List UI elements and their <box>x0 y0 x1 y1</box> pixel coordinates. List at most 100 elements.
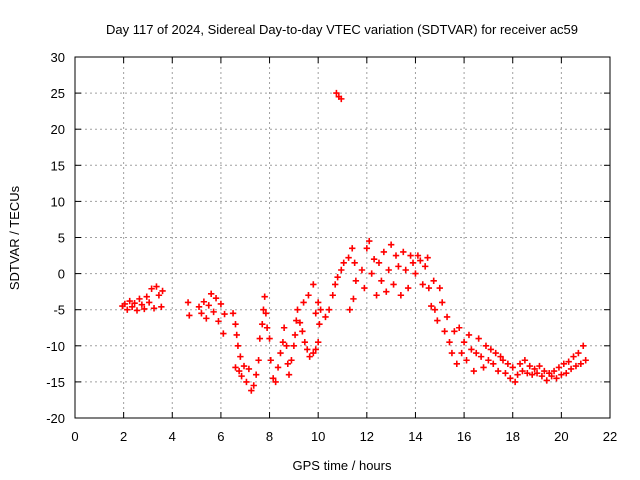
data-point <box>397 292 405 299</box>
y-tick-label: -15 <box>46 375 65 390</box>
data-point <box>310 349 317 357</box>
data-point <box>414 252 422 259</box>
data-point <box>350 295 357 303</box>
data-point <box>431 306 439 313</box>
data-point <box>133 307 141 314</box>
data-point <box>346 306 353 313</box>
data-point <box>153 283 160 290</box>
data-point <box>567 365 575 373</box>
data-point <box>316 320 323 328</box>
data-point <box>217 300 225 308</box>
data-point <box>558 371 565 378</box>
data-point <box>475 335 482 342</box>
data-point <box>304 346 311 353</box>
y-tick-label: -5 <box>53 303 65 318</box>
data-point <box>477 353 485 360</box>
data-point <box>543 377 550 384</box>
x-tick-label: 12 <box>360 429 374 444</box>
data-point <box>333 89 340 97</box>
data-series <box>119 89 589 394</box>
data-point <box>448 349 456 357</box>
data-point <box>305 292 312 299</box>
data-point <box>514 371 521 378</box>
data-point <box>158 303 165 311</box>
data-point <box>507 375 514 382</box>
data-point <box>509 364 516 371</box>
data-point <box>516 360 524 368</box>
data-point <box>402 266 409 274</box>
data-point <box>497 353 504 360</box>
y-tick-label: 0 <box>58 267 65 282</box>
data-point <box>266 335 273 342</box>
data-point <box>290 342 298 349</box>
data-point <box>269 375 277 382</box>
grid <box>75 57 610 418</box>
data-point <box>421 263 429 270</box>
data-point <box>283 342 290 349</box>
data-point <box>124 306 131 313</box>
data-point <box>528 371 536 378</box>
data-point <box>338 266 345 274</box>
data-point <box>511 378 519 386</box>
x-tick-label: 6 <box>217 429 224 444</box>
data-point <box>294 306 301 313</box>
x-axis-label: GPS time / hours <box>293 458 392 473</box>
x-tick-label: 16 <box>457 429 471 444</box>
data-point <box>293 317 300 324</box>
data-point <box>473 349 480 357</box>
data-point <box>409 259 417 266</box>
data-point <box>203 315 210 322</box>
x-tick-label: 10 <box>311 429 325 444</box>
data-point <box>487 346 495 353</box>
data-point <box>519 367 526 375</box>
data-point <box>575 349 582 357</box>
data-point <box>485 357 492 364</box>
data-point <box>260 306 267 313</box>
data-point <box>338 95 345 103</box>
data-point <box>570 353 577 360</box>
data-point <box>456 324 463 331</box>
data-point <box>325 306 333 313</box>
data-point <box>141 305 148 313</box>
data-point <box>256 335 264 342</box>
data-point <box>274 364 282 371</box>
data-point <box>563 370 570 377</box>
data-point <box>385 266 392 274</box>
data-point <box>207 290 215 298</box>
data-point <box>430 277 437 285</box>
data-point <box>366 237 373 245</box>
data-point <box>490 360 497 368</box>
data-point <box>279 338 287 346</box>
y-tick-label: 15 <box>51 158 65 173</box>
data-point <box>417 257 424 264</box>
data-point <box>232 364 239 371</box>
data-point <box>395 263 402 270</box>
data-point <box>370 255 378 263</box>
data-point <box>453 360 460 368</box>
data-point <box>536 362 543 370</box>
data-point <box>301 338 309 346</box>
data-point <box>494 367 502 375</box>
data-point <box>255 357 262 364</box>
data-point <box>259 320 266 328</box>
data-point <box>548 372 555 380</box>
data-point <box>145 299 153 306</box>
data-point <box>312 310 319 317</box>
x-tick-label: 20 <box>554 429 568 444</box>
data-point <box>419 281 426 288</box>
data-point <box>232 320 239 328</box>
data-point <box>329 292 336 299</box>
data-point <box>314 299 322 306</box>
data-point <box>317 306 324 313</box>
data-point <box>425 284 433 292</box>
data-point <box>243 378 250 386</box>
data-point <box>526 362 533 370</box>
data-point <box>128 303 136 311</box>
data-point <box>245 365 253 373</box>
data-point <box>470 367 478 375</box>
data-point <box>441 328 448 335</box>
data-point <box>136 295 143 303</box>
data-point <box>375 259 383 266</box>
data-point <box>296 319 304 326</box>
x-tick-label: 14 <box>408 429 422 444</box>
